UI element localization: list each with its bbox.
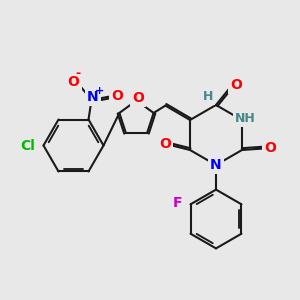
Text: O: O (264, 142, 276, 155)
Text: H: H (202, 90, 213, 103)
Text: +: + (95, 86, 104, 96)
Text: O: O (230, 78, 242, 92)
Text: NH: NH (235, 112, 256, 125)
Text: Cl: Cl (20, 139, 35, 152)
Text: -: - (76, 68, 81, 80)
Text: N: N (210, 158, 222, 172)
Text: O: O (111, 89, 123, 103)
Text: F: F (172, 196, 182, 210)
Text: O: O (68, 75, 80, 89)
Text: O: O (132, 91, 144, 104)
Text: O: O (160, 137, 171, 151)
Text: N: N (87, 90, 99, 104)
